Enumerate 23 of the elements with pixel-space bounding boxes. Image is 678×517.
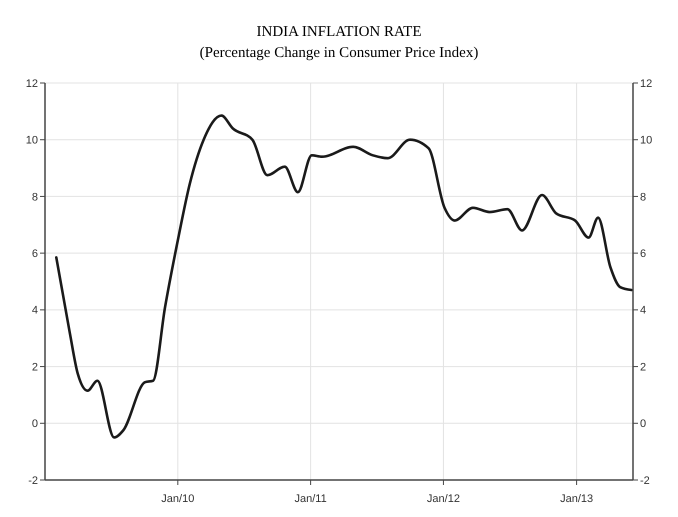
- y2-tick-label: -2: [640, 474, 650, 487]
- x-tick-label: Jan/11: [294, 493, 327, 505]
- y2-tick-label: 0: [640, 418, 646, 430]
- y-tick-label: 0: [32, 418, 38, 430]
- y2-tick-label: 10: [640, 134, 652, 147]
- line-series: [54, 114, 633, 439]
- y2-tick-label: 4: [640, 304, 646, 317]
- y2-tick-label: 12: [640, 78, 652, 90]
- chart-subtitle: (Percentage Change in Consumer Price Index): [200, 45, 478, 61]
- y-tick-label: 2: [32, 361, 38, 374]
- y-tick-label: 12: [26, 78, 38, 90]
- x-tick-label: Jan/10: [161, 493, 194, 505]
- x-tick-label: Jan/12: [426, 493, 460, 505]
- y-tick-label: 6: [32, 248, 38, 260]
- y-tick-label: 10: [26, 134, 38, 147]
- x-tick-label: Jan/13: [560, 493, 594, 505]
- y2-tick-label: 6: [640, 248, 646, 260]
- y-tick-label: -2: [28, 474, 38, 487]
- y-tick-label: 8: [32, 191, 38, 204]
- y2-tick-label: 2: [640, 361, 646, 374]
- y2-tick-label: 8: [640, 191, 646, 204]
- y-tick-label: 4: [32, 304, 38, 317]
- chart-title: INDIA INFLATION RATE: [256, 24, 422, 40]
